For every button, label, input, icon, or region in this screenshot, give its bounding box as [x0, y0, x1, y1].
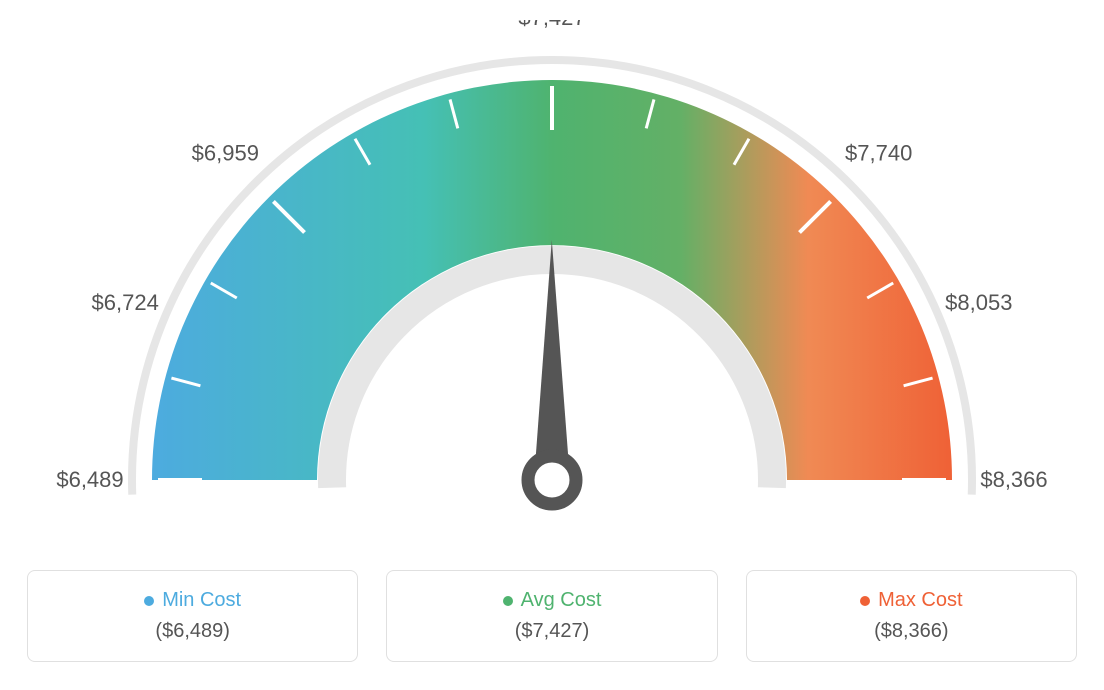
- legend-value-min: ($6,489): [58, 620, 327, 643]
- gauge-svg: $6,489 $6,724 $6,959 $7,427 $7,740 $8,053 $8,3…: [27, 20, 1077, 540]
- legend-card-min: Min Cost ($6,489): [27, 570, 358, 662]
- legend-title-max: Max Cost: [777, 589, 1046, 612]
- tick-label: $7,740: [845, 140, 912, 165]
- legend-title-avg: Avg Cost: [417, 589, 686, 612]
- tick-label: $7,427: [518, 20, 585, 30]
- tick-label: $6,959: [192, 140, 259, 165]
- legend-value-max: ($8,366): [777, 620, 1046, 643]
- needle-hub: [528, 456, 576, 504]
- legend-label-max: Max Cost: [878, 589, 962, 612]
- dot-icon: [503, 596, 513, 606]
- dot-icon: [144, 596, 154, 606]
- legend-value-avg: ($7,427): [417, 620, 686, 643]
- tick-label: $8,053: [945, 290, 1012, 315]
- legend-label-avg: Avg Cost: [521, 589, 602, 612]
- legend-card-max: Max Cost ($8,366): [746, 570, 1077, 662]
- cost-gauge: $6,489 $6,724 $6,959 $7,427 $7,740 $8,053 $8,3…: [27, 20, 1077, 540]
- tick-label: $6,489: [56, 467, 123, 492]
- tick-label: $8,366: [980, 467, 1047, 492]
- legend-title-min: Min Cost: [58, 589, 327, 612]
- gauge-needle: [534, 240, 570, 480]
- legend-label-min: Min Cost: [162, 589, 241, 612]
- tick-label: $6,724: [92, 290, 159, 315]
- legend-card-avg: Avg Cost ($7,427): [386, 570, 717, 662]
- dot-icon: [860, 596, 870, 606]
- legend-row: Min Cost ($6,489) Avg Cost ($7,427) Max …: [27, 570, 1077, 662]
